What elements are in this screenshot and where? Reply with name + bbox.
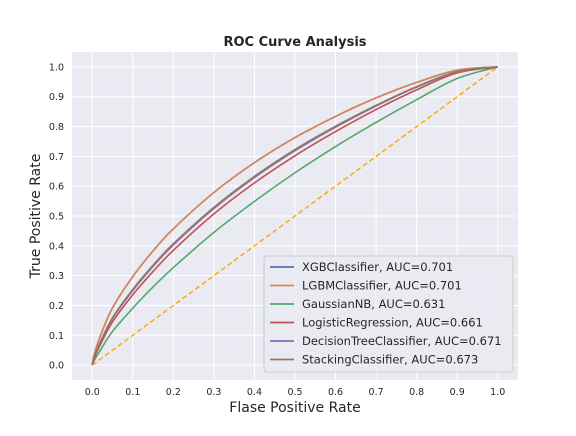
legend-label: GaussianNB, AUC=0.631 [302, 297, 445, 311]
series-lines [91, 66, 499, 366]
y-tick-label: 0.5 [49, 212, 64, 223]
reference-diagonal-line [91, 66, 499, 366]
y-tick-label: 0.0 [49, 361, 64, 372]
x-tick-label: 0.8 [409, 387, 424, 398]
tick-labels: 0.0 0.1 0.2 0.3 0.4 0.5 0.6 0.7 0.8 0.9 1.0 0.0 0.1 0… [49, 62, 505, 398]
y-tick-label: 0.8 [49, 122, 64, 133]
series-line-1 [91, 66, 498, 366]
y-tick-label: 0.9 [49, 92, 64, 103]
legend-label: DecisionTreeClassifier, AUC=0.671 [302, 334, 502, 348]
x-tick-label: 0.4 [247, 387, 262, 398]
x-tick-label: 0.3 [206, 387, 221, 398]
y-tick-label: 0.3 [49, 271, 64, 282]
legend-label: XGBClassifier, AUC=0.701 [302, 260, 453, 274]
series-line-2 [91, 66, 498, 366]
x-tick-label: 0.1 [125, 387, 140, 398]
x-tick-label: 1.0 [490, 387, 505, 398]
legend: XGBClassifier, AUC=0.701 LGBMClassifier, … [263, 255, 514, 373]
y-axis-label: True Positive Rate [28, 154, 44, 280]
x-tick-label: 0.7 [369, 387, 384, 398]
y-tick-label: 1.0 [49, 62, 64, 73]
legend-label: StackingClassifier, AUC=0.673 [302, 353, 478, 367]
series-line-5 [91, 66, 498, 366]
x-tick-label: 0.5 [287, 387, 302, 398]
y-tick-label: 0.6 [49, 182, 64, 193]
y-tick-label: 0.1 [49, 331, 64, 342]
legend-box [263, 255, 514, 373]
legend-label: LGBMClassifier, AUC=0.701 [302, 279, 462, 293]
y-tick-label: 0.2 [49, 301, 64, 312]
x-tick-label: 0.6 [328, 387, 343, 398]
x-tick-label: 0.9 [450, 387, 465, 398]
x-tick-label: 0.0 [85, 387, 100, 398]
y-tick-label: 0.7 [49, 152, 64, 163]
y-tick-label: 0.4 [49, 241, 64, 252]
x-axis-label: Flase Positive Rate [229, 400, 360, 416]
x-tick-label: 0.2 [166, 387, 181, 398]
series-line-3 [91, 66, 498, 366]
chart-title: ROC Curve Analysis [223, 35, 366, 50]
legend-label: LogisticRegression, AUC=0.661 [302, 316, 483, 330]
